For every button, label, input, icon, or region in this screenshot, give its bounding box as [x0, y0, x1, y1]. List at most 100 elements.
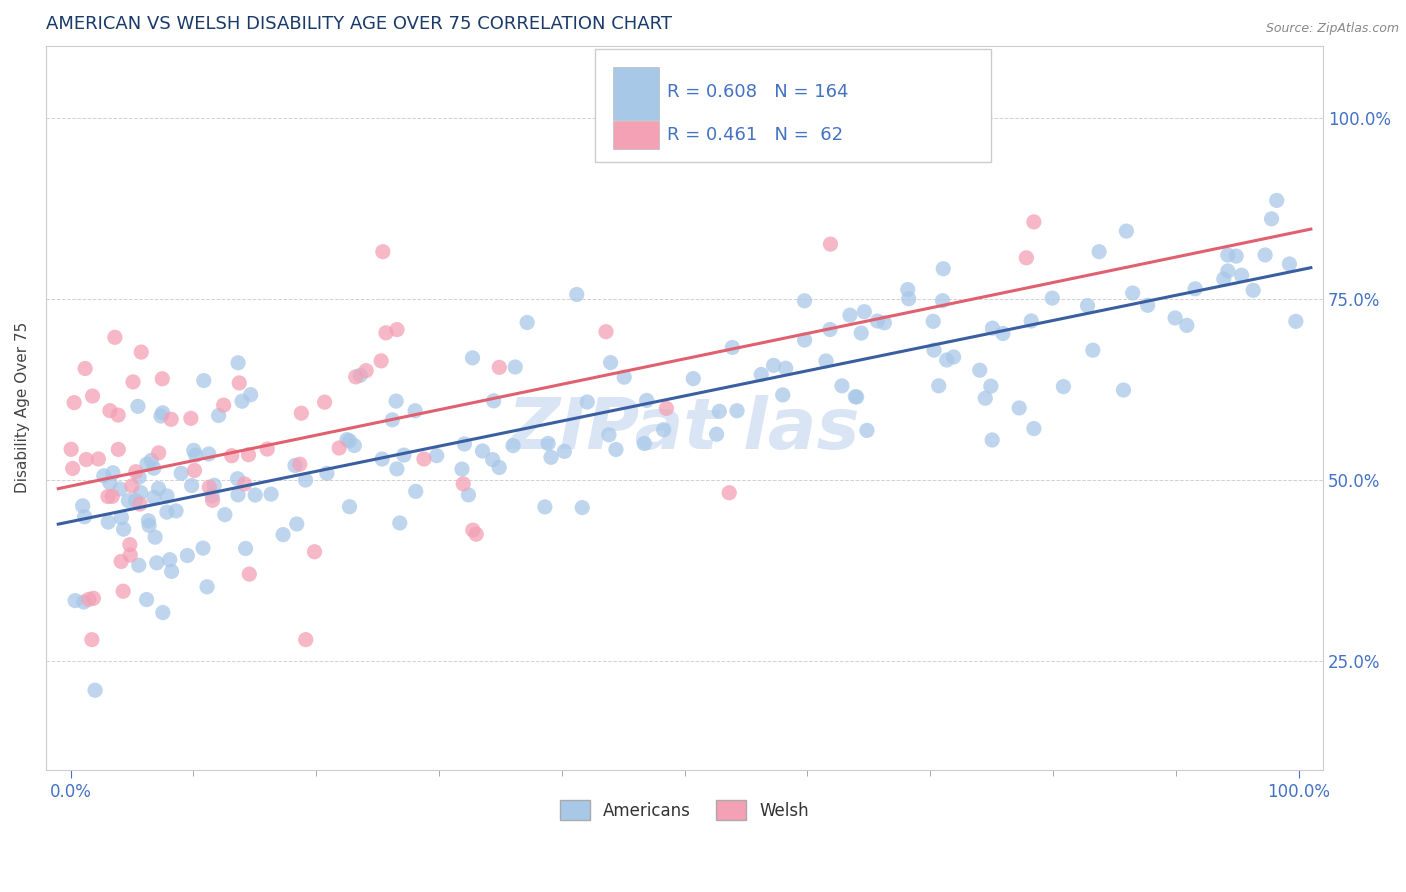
Text: R = 0.461   N =  62: R = 0.461 N = 62 [666, 126, 842, 144]
Point [152, 406, 174, 420]
Point [426, 449, 449, 463]
Point [1022, 215, 1045, 229]
Point [108, 482, 131, 496]
Point [706, 427, 728, 442]
Point [571, 500, 593, 515]
Point [233, 477, 256, 491]
Point [866, 314, 889, 328]
Point [969, 363, 991, 377]
FancyBboxPatch shape [613, 67, 659, 120]
Point [238, 448, 260, 462]
Point [138, 514, 160, 528]
Point [1278, 257, 1301, 271]
Point [1022, 421, 1045, 435]
Point [159, 552, 181, 566]
Point [339, 500, 361, 514]
Point [845, 390, 868, 404]
Point [516, 316, 538, 330]
Point [125, 465, 148, 479]
Point [595, 325, 617, 339]
Point [820, 237, 842, 252]
Point [718, 485, 741, 500]
Point [793, 293, 815, 308]
FancyBboxPatch shape [613, 121, 659, 149]
Point [481, 452, 503, 467]
Point [457, 488, 479, 502]
Point [143, 530, 166, 544]
Point [1241, 283, 1264, 297]
Point [195, 580, 218, 594]
Point [142, 461, 165, 475]
Point [465, 527, 488, 541]
Point [148, 482, 170, 496]
Point [1088, 244, 1111, 259]
Point [142, 491, 165, 505]
Point [221, 449, 243, 463]
Point [354, 364, 377, 378]
Point [238, 567, 260, 582]
Point [271, 527, 294, 541]
Point [101, 466, 124, 480]
Point [328, 441, 350, 455]
Point [1112, 383, 1135, 397]
Point [576, 395, 599, 409]
Point [392, 448, 415, 462]
Point [721, 341, 744, 355]
Point [128, 470, 150, 484]
Point [118, 538, 141, 552]
Point [156, 489, 179, 503]
Point [932, 261, 955, 276]
Point [451, 462, 474, 476]
Point [87, 452, 110, 467]
Point [922, 314, 945, 328]
Point [682, 371, 704, 385]
Point [180, 478, 202, 492]
Point [1136, 298, 1159, 312]
Point [101, 489, 124, 503]
Point [82, 389, 104, 403]
Point [183, 443, 205, 458]
Point [180, 411, 202, 425]
Point [112, 584, 135, 599]
Point [63, 395, 86, 409]
Point [1122, 285, 1144, 300]
Point [942, 350, 965, 364]
Point [371, 452, 394, 467]
Text: ZIPat las: ZIPat las [509, 395, 860, 464]
Point [304, 545, 326, 559]
Point [655, 401, 678, 416]
Point [152, 606, 174, 620]
Point [127, 400, 149, 414]
Point [814, 354, 837, 368]
Text: Source: ZipAtlas.com: Source: ZipAtlas.com [1265, 22, 1399, 36]
Point [260, 487, 283, 501]
Point [73, 509, 96, 524]
Point [148, 446, 170, 460]
Point [461, 351, 484, 365]
Point [197, 447, 219, 461]
Point [73, 595, 96, 609]
Point [502, 439, 524, 453]
Point [1081, 343, 1104, 358]
Point [349, 368, 371, 383]
Point [537, 436, 560, 450]
Point [388, 516, 411, 530]
Point [1212, 272, 1234, 286]
Point [565, 287, 588, 301]
Point [762, 359, 785, 373]
Point [1265, 194, 1288, 208]
Point [294, 632, 316, 647]
Point [183, 463, 205, 477]
Point [290, 406, 312, 420]
Point [207, 409, 229, 423]
Text: AMERICAN VS WELSH DISABILITY AGE OVER 75 CORRELATION CHART: AMERICAN VS WELSH DISABILITY AGE OVER 75… [46, 15, 672, 33]
Point [107, 442, 129, 457]
Point [636, 393, 658, 408]
Point [120, 548, 142, 562]
Point [128, 558, 150, 573]
Point [150, 372, 173, 386]
Point [613, 370, 636, 384]
Point [775, 361, 797, 376]
Point [135, 592, 157, 607]
Point [404, 403, 426, 417]
